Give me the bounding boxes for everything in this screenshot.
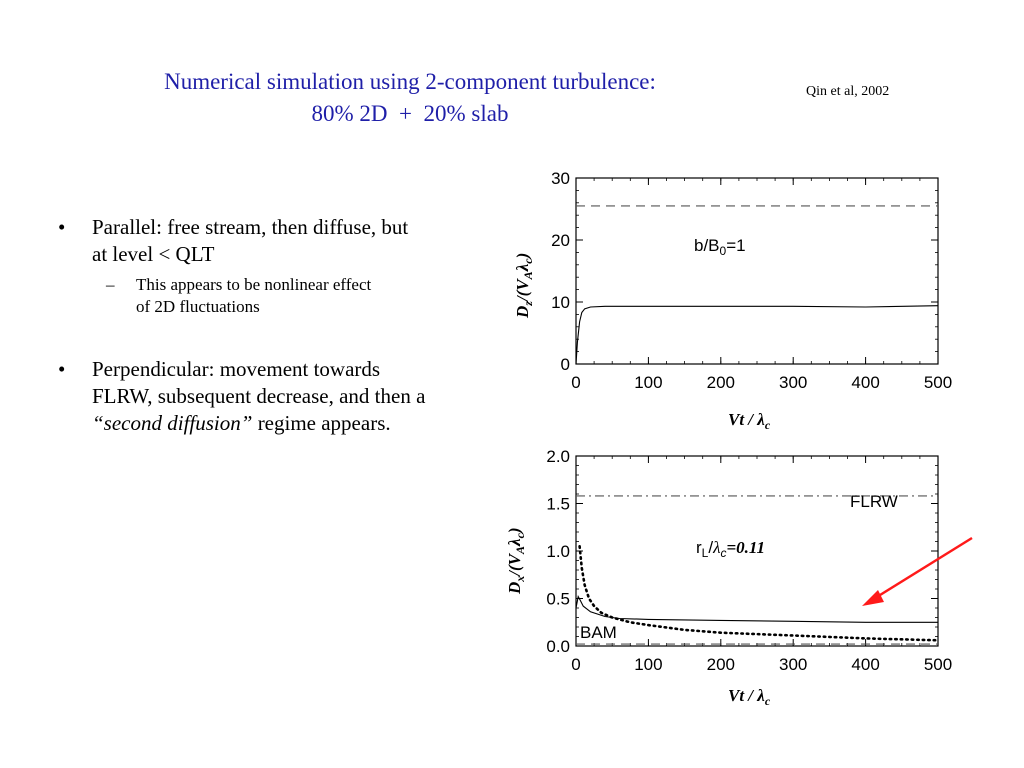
tick-group-bottom: 0 100 200 300 400 500 0.0 0.5 1.0 1.5 2.0 [546, 447, 952, 674]
annotation-b-over-b0: b/B0=1 [694, 236, 746, 258]
annotation-rl-over-lambda: rL/λc=0.11 [696, 538, 765, 560]
bullet-list: • Parallel: free stream, then diffuse, b… [58, 214, 428, 457]
y-axis-label-sub-c: c [513, 532, 527, 538]
y-tick-label-bottom: 0.5 [546, 590, 570, 609]
x-tick-label-bottom: 300 [779, 655, 807, 674]
y-axis-label-sub-x: x [513, 576, 527, 583]
sub-bullet-nonlinear: – This appears to be nonlinear effect of… [92, 274, 376, 318]
y-axis-label-bottom: Dx/(VAλc) [505, 527, 527, 595]
y-tick-label-top: 20 [551, 231, 570, 250]
y-tick-label-top: 30 [551, 169, 570, 188]
x-axis-label-bottom: Vt / λc [728, 686, 771, 708]
series-line-solid-bottom [575, 595, 938, 623]
red-arrow-shaft [871, 536, 973, 602]
y-tick-label-bottom: 2.0 [546, 447, 570, 466]
x-tick-label-bottom: 500 [924, 655, 952, 674]
bullet-text-emphasis: “second diffusion” [92, 411, 253, 435]
x-tick-label-top: 400 [851, 373, 879, 392]
bullet-text: Parallel: free stream, then diffuse, but… [92, 215, 409, 266]
x-tick-label-bottom: 0 [571, 655, 580, 674]
bullet-marker: • [58, 215, 66, 239]
x-tick-label-bottom: 200 [707, 655, 735, 674]
title-line-2: 80% 2D + 20% slab [311, 101, 509, 126]
y-tick-label-bottom: 1.5 [546, 495, 570, 514]
y-tick-label-bottom: 1.0 [546, 542, 570, 561]
bullet-marker: • [58, 357, 66, 381]
x-tick-label-top: 300 [779, 373, 807, 392]
y-axis-label-sub-a: A [513, 546, 527, 555]
bullet-text-after: regime appears. [252, 411, 391, 435]
series-group-bottom [575, 495, 940, 645]
bullet-text-before: Perpendicular: movement towards FLRW, su… [92, 357, 426, 408]
series-line-solid-top [575, 305, 939, 365]
chart-bottom: 0 100 200 300 400 500 0.0 0.5 1.0 1.5 2.0 FLRW rL/… [505, 447, 952, 708]
citation: Qin et al, 2002 [806, 84, 890, 99]
annotation-flrw: FLRW [850, 492, 898, 511]
annotation-lambda: λ [712, 538, 720, 557]
x-axis-label-subscript: c [765, 694, 771, 708]
series-line-dotted-bottom [578, 544, 940, 642]
annotation-subscript-0: 0 [720, 244, 727, 258]
x-tick-label-top: 100 [634, 373, 662, 392]
y-axis-label-top: Dz/(VAλc) [513, 253, 535, 319]
y-axis-label-mid: /(V [513, 278, 532, 303]
annotation-value: =0.11 [726, 538, 765, 557]
annotation-eq-1: =1 [726, 236, 745, 255]
x-tick-label-bottom: 100 [634, 655, 662, 674]
y-tick-label-top: 0 [561, 355, 570, 374]
x-axis-label-subscript: c [765, 418, 771, 432]
y-axis-label-lambda: λ [505, 538, 524, 547]
x-tick-label-top: 200 [707, 373, 735, 392]
sub-bullet-text: This appears to be nonlinear effect of 2… [136, 275, 372, 316]
tick-group-top: 0 100 200 300 400 500 0 10 20 30 [551, 169, 952, 392]
y-axis-label-sub-a: A [521, 271, 535, 280]
chart-top: 0 100 200 300 400 500 0 10 20 30 b/B0=1 Vt / λc D… [513, 169, 952, 432]
y-axis-label-mid: /(V [505, 552, 524, 577]
annotation-sub-c: c [720, 546, 726, 560]
annotation-bam: BAM [580, 623, 617, 642]
annotation-sub-l: L [702, 546, 709, 560]
y-axis-label-close: ) [513, 253, 532, 261]
bullet-perpendicular: • Perpendicular: movement towards FLRW, … [58, 356, 428, 437]
red-arrow [862, 536, 973, 606]
red-arrow-head [862, 590, 884, 606]
y-tick-label-top: 10 [551, 293, 570, 312]
y-axis-label-sub-z: z [521, 301, 535, 307]
y-tick-label-bottom: 0.0 [546, 637, 570, 656]
title-line-1: Numerical simulation using 2-component t… [164, 69, 656, 94]
sub-bullet-marker: – [106, 275, 115, 294]
y-axis-label-close: ) [505, 527, 524, 535]
x-tick-label-top: 0 [571, 373, 580, 392]
y-axis-label-lambda: λ [513, 263, 532, 272]
x-axis-label-top: Vt / λc [728, 410, 771, 432]
bullet-parallel: • Parallel: free stream, then diffuse, b… [58, 214, 428, 318]
slide-title: Numerical simulation using 2-component t… [100, 66, 720, 130]
annotation-slash: / [708, 538, 713, 557]
series-group-top [575, 205, 939, 365]
x-tick-label-bottom: 400 [851, 655, 879, 674]
y-axis-label-sub-c: c [521, 258, 535, 264]
x-tick-label-top: 500 [924, 373, 952, 392]
